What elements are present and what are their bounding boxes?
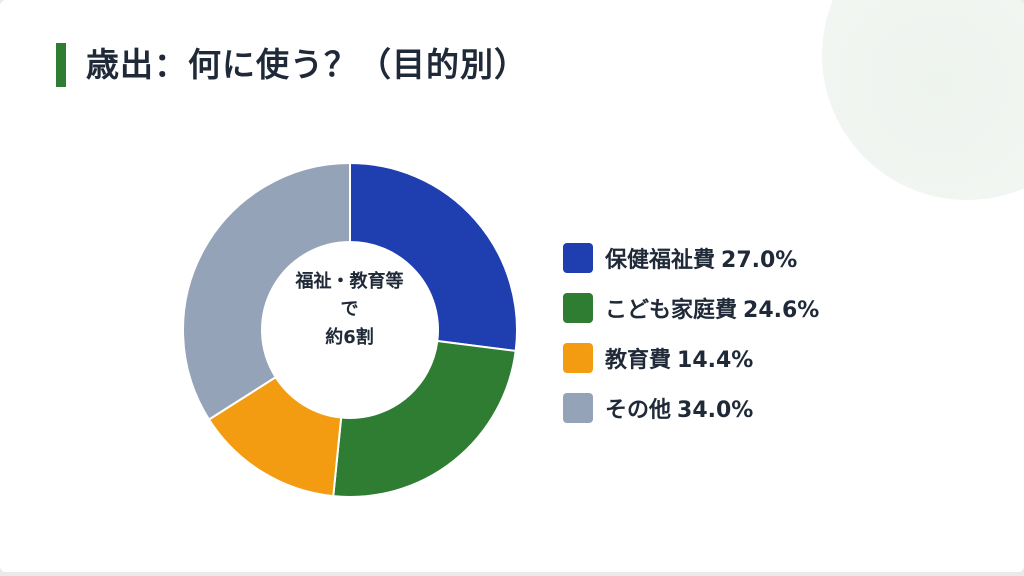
donut-slice-1 — [349, 161, 518, 353]
slide-title: 歳出：何に使う？（目的別） — [86, 45, 528, 84]
legend-label: その他 34.0% — [605, 392, 753, 424]
legend-series-name: こども家庭費 — [605, 298, 738, 323]
legend-item: その他 34.0% — [563, 383, 819, 433]
legend-label: こども家庭費 24.6% — [605, 292, 819, 324]
legend-series-name: その他 — [605, 398, 672, 423]
legend-swatch — [563, 293, 593, 323]
legend-series-name: 保健福祉費 — [605, 248, 716, 273]
center-label-line1: 福祉・教育等 — [295, 271, 404, 292]
legend-value: 24.6% — [743, 298, 820, 323]
center-label-line2: で — [340, 298, 359, 320]
center-label-line3: 約6割 — [325, 326, 374, 348]
legend-swatch — [563, 343, 593, 373]
legend-label: 保健福祉費 27.0% — [605, 242, 797, 274]
legend-item: 保健福祉費 27.0% — [563, 233, 819, 283]
legend-swatch — [563, 393, 593, 423]
corner-decoration — [822, 0, 1024, 200]
legend-item: 教育費 14.4% — [563, 333, 819, 383]
title-accent-bar — [56, 43, 66, 87]
legend-series-name: 教育費 — [605, 348, 672, 373]
legend-value: 14.4% — [677, 348, 754, 373]
legend-value: 27.0% — [721, 248, 798, 273]
donut-slice-2 — [332, 339, 517, 498]
donut-center-label: 福祉・教育等 で 約6割 — [262, 268, 437, 352]
legend-item: こども家庭費 24.6% — [563, 283, 819, 333]
legend-value: 34.0% — [677, 398, 754, 423]
legend-swatch — [563, 243, 593, 273]
legend-label: 教育費 14.4% — [605, 342, 753, 374]
donut-chart — [182, 161, 518, 498]
chart-legend: 保健福祉費 27.0% こども家庭費 24.6% 教育費 14.4% その他 34.0% — [563, 233, 819, 433]
donut-slice-4 — [182, 161, 351, 421]
